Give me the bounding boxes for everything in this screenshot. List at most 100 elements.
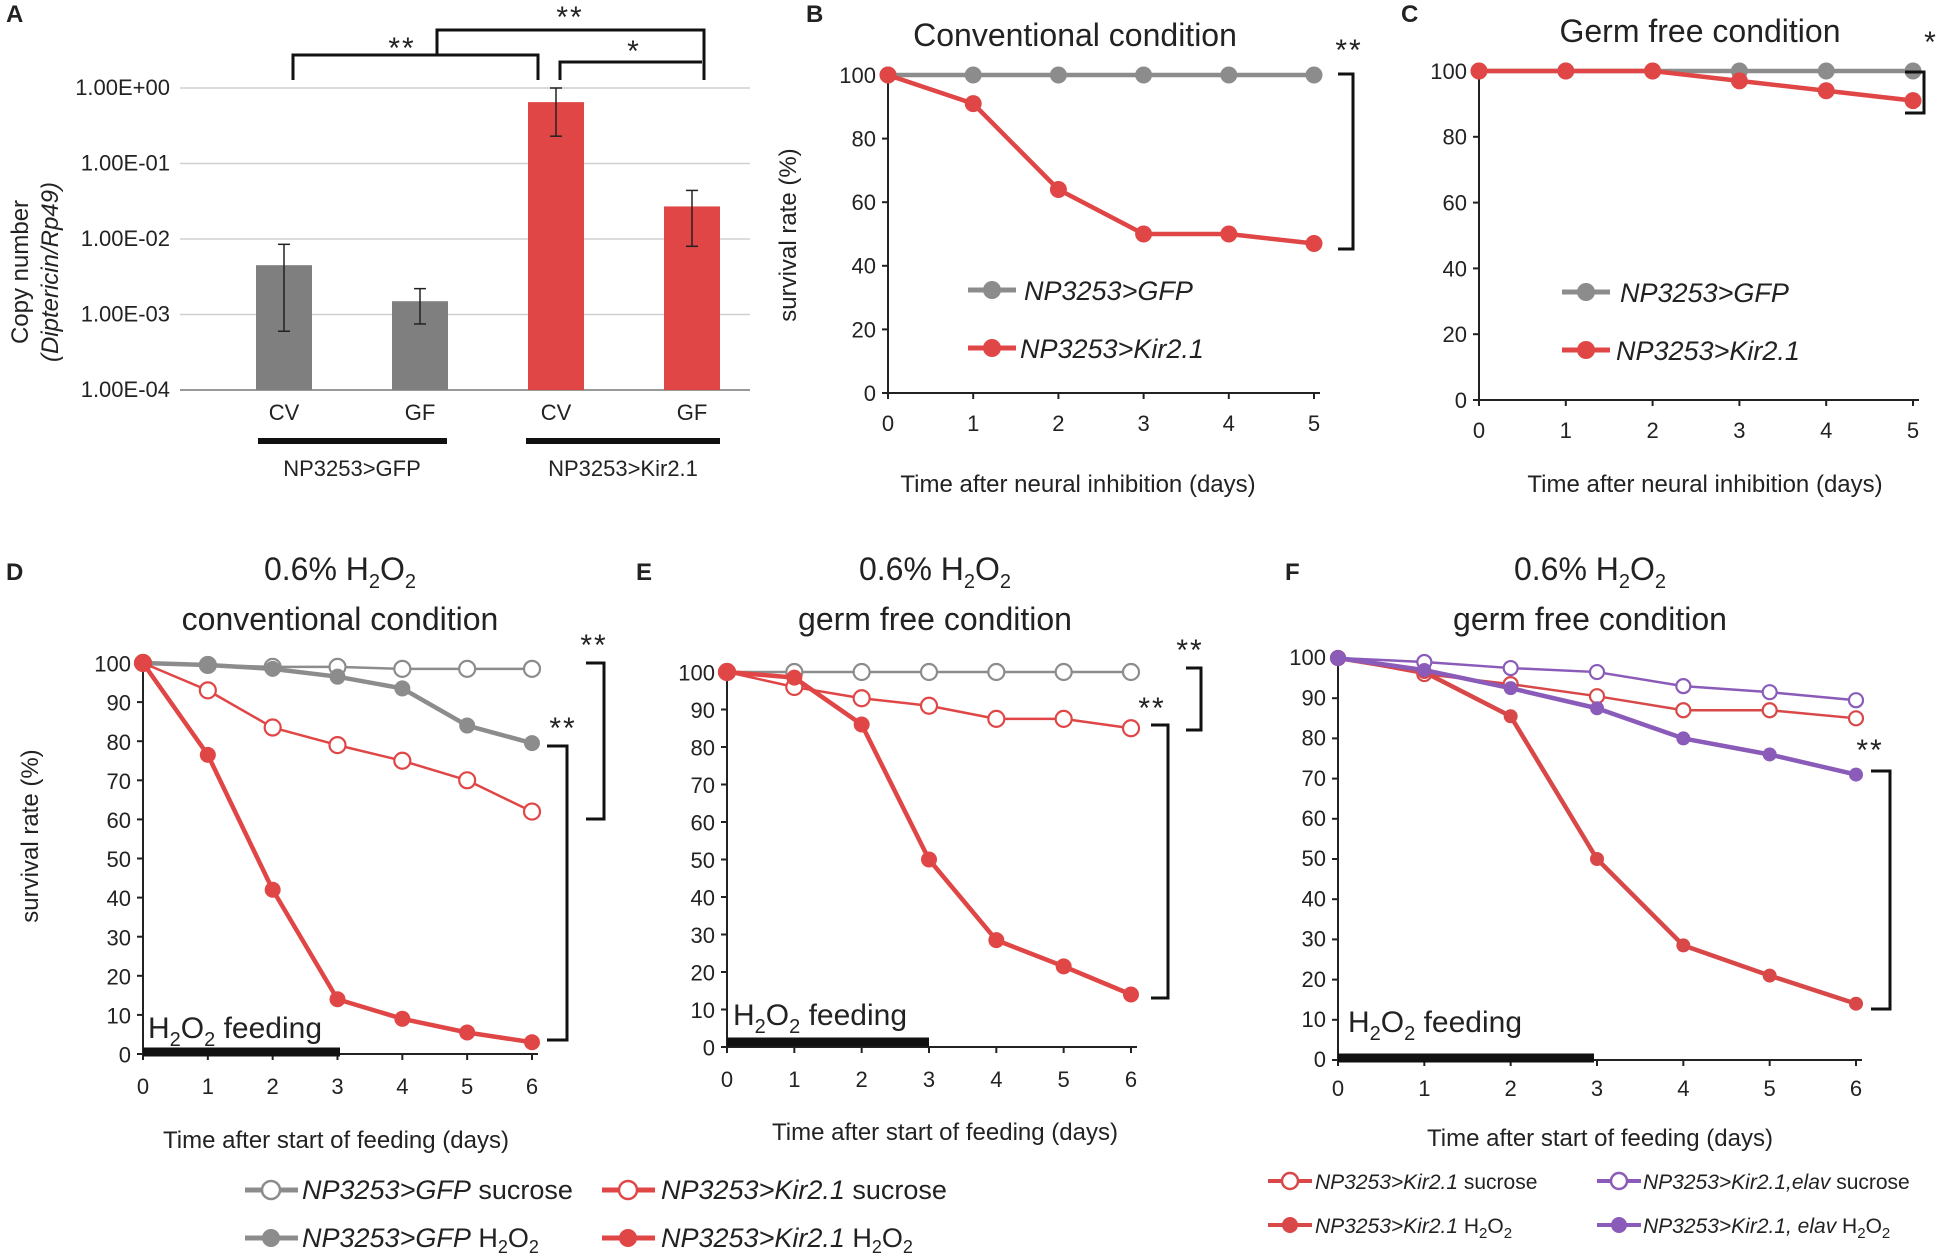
data-point xyxy=(719,664,735,680)
sig-label: * xyxy=(1924,26,1938,59)
data-point xyxy=(458,771,477,790)
subscript: 2 xyxy=(1000,571,1011,593)
panel-label-a: A xyxy=(6,1,23,28)
y-tick-label: 20 xyxy=(1443,322,1467,347)
label-plain: sucrose xyxy=(1830,1171,1909,1194)
feeding-word: feeding xyxy=(800,999,907,1032)
x-tick-label: 5 xyxy=(1308,411,1320,436)
plot-area: 0 20 40 60 80 100 0 1 2 3 4 5 xyxy=(1430,59,1922,443)
group-label-gfp: NP3253>GFP xyxy=(283,456,421,481)
chart-title: Conventional condition xyxy=(913,17,1237,53)
subscript: 2 xyxy=(903,1237,913,1257)
data-point xyxy=(1676,731,1691,746)
x-tick-label: 2 xyxy=(1505,1076,1517,1101)
formula-o: O xyxy=(766,999,789,1032)
data-point xyxy=(1817,82,1835,100)
x-tick-label: 4 xyxy=(396,1074,408,1099)
data-point xyxy=(135,655,151,671)
data-point xyxy=(1849,996,1863,1011)
x-axis-title: Time after start of feeding (days) xyxy=(1427,1125,1773,1152)
y-tick-label: 90 xyxy=(1302,685,1326,710)
y-axis-title-line2: (Diptericin/Rp49) xyxy=(37,182,64,362)
label-plain: sucrose xyxy=(1458,1171,1537,1194)
y-tick-label: 40 xyxy=(107,886,131,911)
subscript: 2 xyxy=(872,1237,882,1257)
legend-label-kir: NP3253>Kir2.1 xyxy=(1020,334,1204,364)
sig-label: ** xyxy=(388,32,415,65)
y-tick-label: 50 xyxy=(1302,846,1326,871)
data-point xyxy=(1847,710,1865,727)
y-tick-label: 70 xyxy=(1302,766,1326,791)
legend-label-kir-sucrose: NP3253>Kir2.1 sucrose xyxy=(661,1175,947,1205)
data-point xyxy=(964,66,982,84)
x-tick-label: 0 xyxy=(882,411,894,436)
y-tick-label: 30 xyxy=(1302,927,1326,952)
data-point xyxy=(919,662,939,682)
data-point xyxy=(263,718,282,737)
data-point xyxy=(198,681,217,700)
data-point xyxy=(786,669,803,686)
data-point xyxy=(1557,62,1575,80)
label-italic: NP3253>GFP xyxy=(302,1223,471,1253)
x-tick-label: CV xyxy=(541,400,572,425)
data-point xyxy=(1220,66,1238,84)
chart-title-line1: 0.6% H2O2 xyxy=(859,551,1011,593)
x-tick-label: GF xyxy=(677,400,708,425)
plot-area: 0 20 40 60 80 100 0 1 2 3 4 5 xyxy=(839,63,1323,436)
feeding-word: feeding xyxy=(1415,1006,1522,1039)
formula-o: O xyxy=(882,1223,903,1253)
y-tick-label: 0 xyxy=(703,1036,715,1061)
data-point xyxy=(1135,225,1153,243)
plot-area: 0 10 20 30 40 50 60 70 80 90 100 0 1 2 3 4 5 6 xyxy=(678,661,1141,1092)
y-tick-label: 10 xyxy=(107,1004,131,1029)
data-point xyxy=(964,95,982,113)
data-point xyxy=(919,696,939,715)
panel-label-e: E xyxy=(636,559,652,586)
subscript: 2 xyxy=(1857,1225,1865,1242)
x-tick-label: 5 xyxy=(461,1074,473,1099)
data-point xyxy=(1121,719,1141,738)
data-point xyxy=(329,991,346,1008)
subscript: 2 xyxy=(170,1029,181,1051)
y-tick-label: 40 xyxy=(1443,256,1467,281)
subscript: 2 xyxy=(369,571,380,593)
sig-bracket-kircv-kirgf xyxy=(558,60,702,80)
sig-bracket-kir xyxy=(1151,723,1170,1000)
legend-marker-open xyxy=(1280,1171,1300,1191)
x-tick-label: 4 xyxy=(1820,418,1832,443)
data-point xyxy=(1849,767,1863,782)
label-italic: NP3253>Kir2.1,elav xyxy=(1643,1171,1832,1194)
y-tick-label: 40 xyxy=(691,886,715,911)
y-tick-label: 60 xyxy=(107,808,131,833)
data-point xyxy=(1762,968,1777,983)
x-tick-label: 0 xyxy=(1332,1076,1344,1101)
label-plain: H xyxy=(845,1223,872,1253)
subscript: 2 xyxy=(964,571,975,593)
data-point xyxy=(921,851,937,868)
legend-marker-open xyxy=(1609,1171,1629,1191)
y-tick-label: 100 xyxy=(839,63,876,88)
y-tick-label: 1.00E+00 xyxy=(75,75,170,100)
subscript: 2 xyxy=(529,1237,539,1257)
legend-label-kir-sucrose: NP3253>Kir2.1 sucrose xyxy=(1315,1171,1537,1194)
x-tick-label: 3 xyxy=(1591,1076,1603,1101)
y-tick-label: 60 xyxy=(1443,191,1467,216)
data-point xyxy=(1502,659,1519,677)
y-tick-label: 30 xyxy=(691,923,715,948)
bar xyxy=(528,102,584,391)
formula-h: H xyxy=(1348,1006,1370,1039)
data-point xyxy=(459,1024,476,1041)
plot-area: 0 10 20 30 40 50 60 70 80 90 100 0 1 2 3 4 5 6 xyxy=(94,652,542,1099)
x-tick-label: 2 xyxy=(856,1067,868,1092)
sig-bracket xyxy=(1871,769,1892,1011)
y-tick-label: 80 xyxy=(1302,726,1326,751)
sig-label: ** xyxy=(580,629,607,662)
panel-f: F 0.6% H2O2 germ free condition 01020304… xyxy=(1285,551,1892,1152)
y-tick-label: 50 xyxy=(691,848,715,873)
y-axis-title: survival rate (%) xyxy=(775,148,802,321)
data-point xyxy=(987,662,1006,682)
title-text: 0.6% H xyxy=(859,551,964,587)
data-point xyxy=(199,746,216,763)
y-axis-title: survival rate (%) xyxy=(17,749,44,922)
data-point xyxy=(264,881,281,898)
